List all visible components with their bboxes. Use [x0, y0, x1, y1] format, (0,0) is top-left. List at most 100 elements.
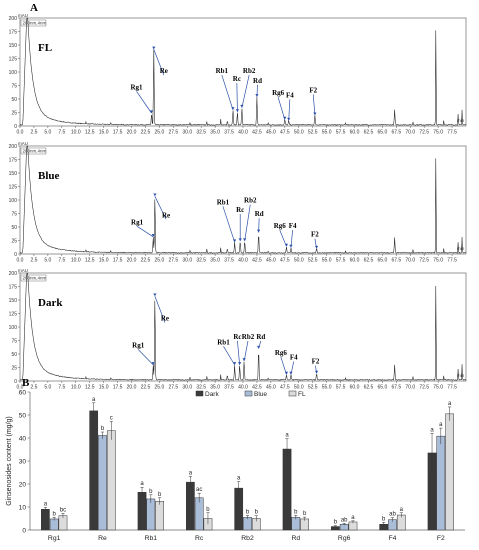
- peak-arrow: [290, 230, 293, 248]
- x-unit-label: min: [457, 246, 465, 251]
- bar-y-tick-label: 20: [19, 481, 27, 488]
- bar-group-rc: a ac b Rc: [186, 470, 213, 542]
- chromatogram-trace: [19, 272, 467, 381]
- x-tick-label: 15.0: [99, 258, 109, 264]
- y-tick-label: 175: [9, 284, 18, 290]
- peak-label-rg6: Rg6: [272, 89, 285, 97]
- peak-arrow: [221, 74, 234, 110]
- peak-label-rd: Rd: [255, 210, 264, 218]
- x-tick-label: 35.0: [210, 130, 220, 136]
- significance-letter: b: [101, 426, 105, 432]
- y-tick-label: 50: [11, 352, 17, 358]
- peak-arrowhead: [151, 362, 155, 365]
- bar-category-label: F4: [389, 535, 397, 542]
- x-tick-label: 15.0: [99, 130, 109, 136]
- significance-letter: c: [110, 415, 113, 421]
- x-tick-label: 17.5: [113, 258, 123, 264]
- x-tick-label: 50.0: [294, 258, 304, 264]
- x-tick-label: 22.5: [141, 130, 151, 136]
- x-tick-label: 42.5: [252, 385, 262, 391]
- bar-blue-f2: [436, 435, 446, 531]
- channel-box: [20, 274, 47, 282]
- x-tick-label: 12.5: [85, 258, 95, 264]
- x-tick-label: 2.5: [30, 258, 37, 264]
- y-tick-label: 50: [11, 225, 17, 231]
- bar-dark-rb1: [137, 492, 147, 531]
- y-tick-label: 125: [9, 311, 18, 317]
- peak-arrowhead: [313, 112, 317, 116]
- x-tick-label: 60.0: [350, 258, 360, 264]
- legend-label-blue: Blue: [254, 391, 267, 398]
- x-tick-label: 17.5: [113, 385, 123, 391]
- channel-box: [20, 147, 47, 155]
- significance-letter: b: [149, 489, 153, 495]
- x-tick-label: 60.0: [350, 385, 360, 391]
- x-tick-label: 2.5: [30, 130, 37, 136]
- peak-label-rg6: Rg6: [274, 222, 287, 230]
- x-tick-label: 55.0: [322, 130, 332, 136]
- peak-arrowhead: [153, 193, 157, 197]
- x-tick-label: 77.5: [447, 385, 457, 391]
- y-tick-label: 25: [11, 238, 17, 244]
- bar-group-rd: a b b Rd: [282, 433, 309, 542]
- y-unit-label: mAU: [18, 141, 28, 146]
- plot-frame: [19, 272, 467, 382]
- y-tick-label: 50: [11, 97, 17, 103]
- x-tick-label: 12.5: [85, 385, 95, 391]
- peak-label-f4: F4: [286, 91, 294, 99]
- x-tick-label: 62.5: [364, 258, 374, 264]
- significance-letter: bc: [60, 507, 66, 513]
- significance-letter: a: [140, 481, 144, 487]
- x-tick-label: 22.5: [141, 385, 151, 391]
- x-tick-label: 45.0: [266, 258, 276, 264]
- x-tick-label: 67.5: [391, 258, 401, 264]
- x-tick-label: 72.5: [419, 130, 429, 136]
- bar-blue-re: [98, 435, 107, 531]
- peak-label-rg6: Rg6: [275, 349, 288, 357]
- bar-fl-f2: [445, 413, 454, 531]
- peak-arrow: [153, 49, 165, 76]
- legend-swatch-fl: [288, 390, 297, 397]
- peak-arrowhead: [240, 104, 244, 108]
- y-tick-label: 200: [9, 271, 18, 277]
- channel-box: [20, 19, 47, 27]
- x-tick-label: 25.0: [155, 258, 165, 264]
- peak-arrowhead: [231, 107, 235, 110]
- y-tick-label: 150: [9, 298, 18, 304]
- x-tick-label: 50.0: [294, 130, 304, 136]
- peak-label-rb1: Rb1: [217, 198, 230, 206]
- y-tick-label: 175: [9, 29, 18, 35]
- bar-category-label: Rg6: [338, 535, 351, 542]
- significance-letter: a: [448, 401, 452, 407]
- x-tick-label: 10.0: [71, 258, 81, 264]
- x-tick-label: 57.5: [336, 258, 346, 264]
- x-tick-label: 0.0: [17, 385, 24, 391]
- bar-chart: 0 10 20 30 40 50 60 Ginsenosides content (mg/g)…: [6, 389, 465, 542]
- x-tick-label: 20.0: [127, 258, 137, 264]
- peak-label-f2: F2: [311, 231, 319, 239]
- x-tick-label: 57.5: [336, 130, 346, 136]
- peak-arrow: [154, 296, 166, 323]
- x-tick-label: 47.5: [280, 258, 290, 264]
- bar-category-label: Rb2: [241, 535, 254, 542]
- peak-arrowhead: [152, 46, 156, 50]
- x-tick-label: 20.0: [127, 130, 137, 136]
- x-tick-label: 32.5: [196, 258, 206, 264]
- peak-arrowhead: [284, 243, 289, 247]
- y-tick-label: 75: [11, 338, 17, 344]
- x-tick-label: 67.5: [391, 130, 401, 136]
- bar-y-tick-label: 60: [19, 389, 27, 396]
- peak-arrowhead: [149, 110, 154, 114]
- peak-label-rc: Rc: [233, 333, 241, 341]
- panel-b-letter: B: [22, 377, 30, 389]
- significance-letter: b: [158, 492, 162, 498]
- chromatogram-trace: [19, 145, 467, 254]
- bar-dark-rg1: [41, 509, 50, 531]
- peak-arrowhead: [151, 234, 155, 237]
- peak-arrow: [136, 91, 152, 114]
- peak-arrowhead: [314, 245, 319, 249]
- peak-label-rg1: Rg1: [130, 83, 143, 91]
